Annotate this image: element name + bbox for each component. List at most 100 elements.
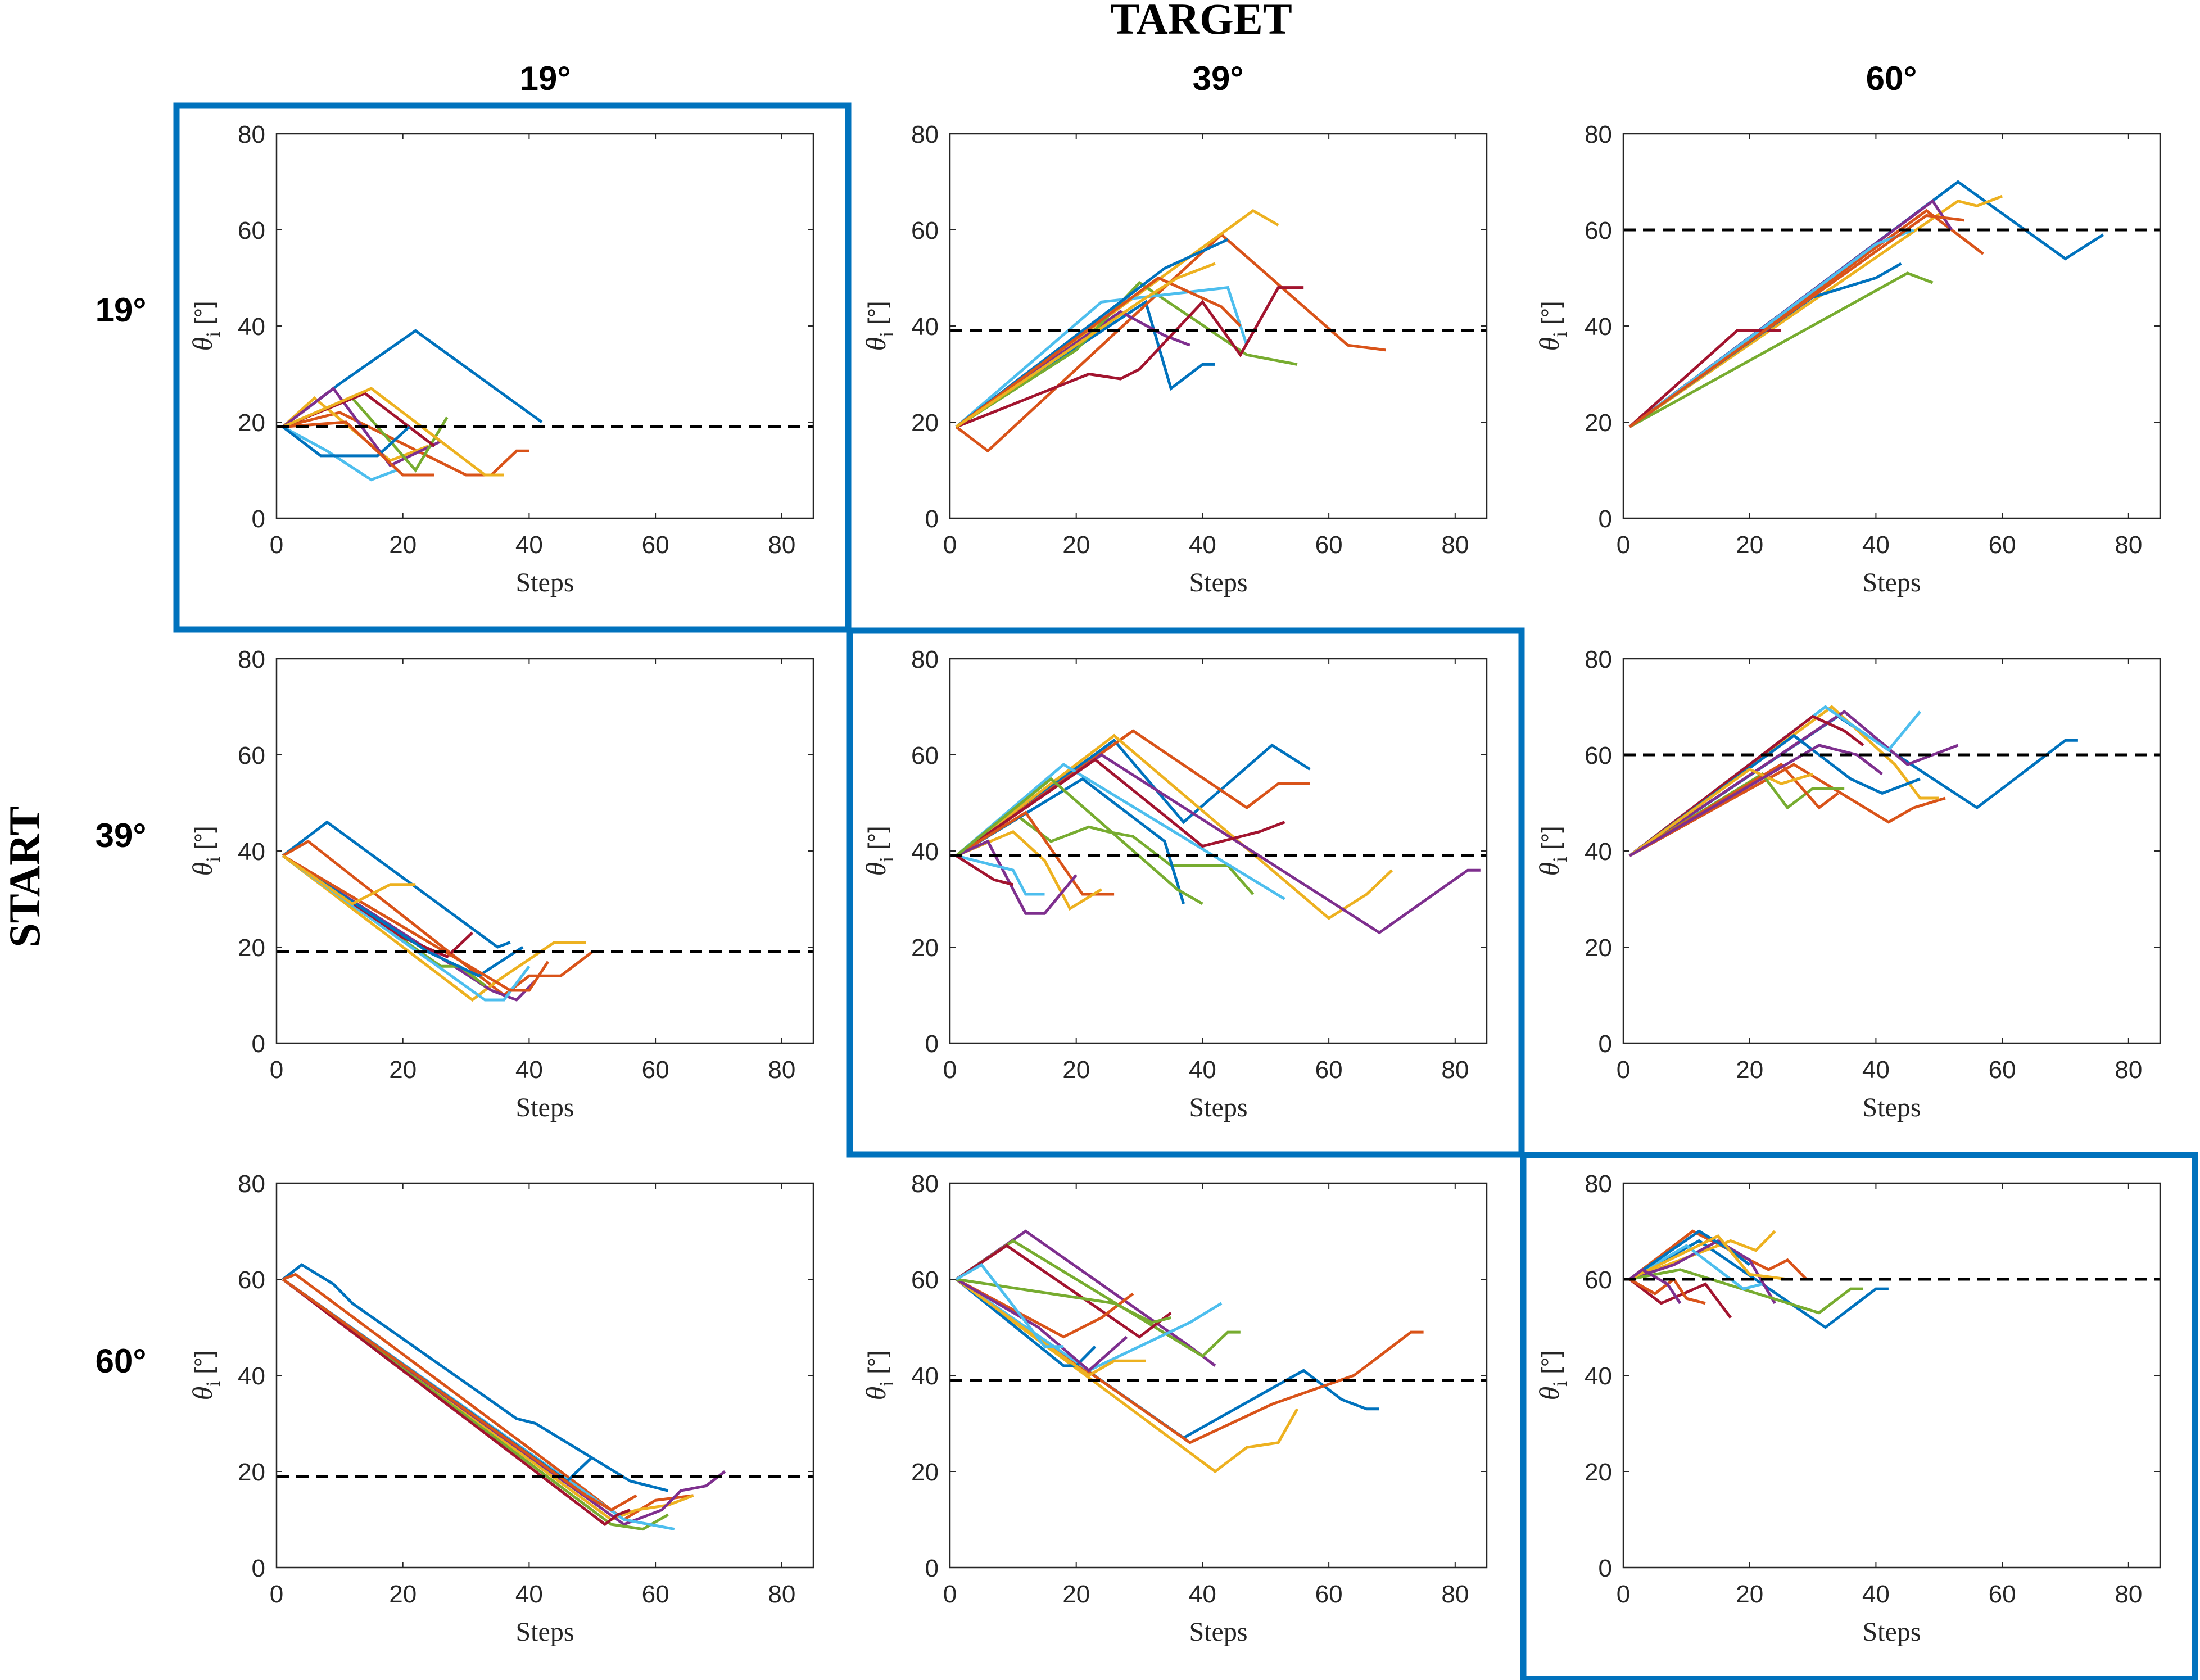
x-tick-label: 80 [2115, 531, 2142, 559]
x-tick-label: 40 [1189, 531, 1216, 559]
series-line-10 [955, 1278, 1146, 1377]
x-tick-label: 20 [389, 1581, 417, 1608]
y-axis-symbol: θ [1533, 337, 1565, 351]
panel-start-39-target-19: 0 20 40 60 80 0 20 40 60 80 Steps θi [°] [187, 646, 814, 1122]
axes-box [1622, 133, 2161, 519]
y-tick-label: 80 [238, 1170, 265, 1198]
y-tick-label: 0 [925, 1030, 939, 1058]
y-tick-label: 20 [1585, 934, 1612, 962]
series-line-14 [955, 854, 1014, 886]
y-tick-label: 80 [911, 646, 939, 673]
y-tick-label: 80 [911, 1170, 939, 1198]
series-line-8 [282, 854, 524, 978]
y-tick-label: 80 [1585, 646, 1612, 673]
axes-box [1622, 1182, 2161, 1569]
x-tick-label: 20 [1062, 1056, 1090, 1084]
series-line-13 [956, 854, 1045, 896]
y-tick-label: 40 [1585, 1362, 1612, 1390]
series-line-9 [282, 854, 550, 992]
y-axis-subscript: i [202, 857, 224, 862]
series-line-10 [955, 262, 1216, 428]
row-label-1: 19° [96, 291, 147, 329]
row-label-3: 60° [96, 1342, 147, 1380]
column-label-3: 60° [1866, 60, 1917, 97]
series-line-11 [1628, 1267, 1682, 1305]
series-line-5 [282, 1278, 669, 1531]
y-tick-label: 40 [911, 1362, 939, 1390]
series-line-2 [1628, 1229, 1808, 1280]
panel-start-60-target-39: 0 20 40 60 80 0 20 40 60 80 Steps θi [°] [860, 1170, 1488, 1647]
x-tick-label: 20 [1062, 1581, 1090, 1608]
y-tick-label: 40 [1585, 838, 1612, 866]
y-axis-subscript: i [1549, 332, 1571, 337]
y-axis-label: θi [°] [860, 301, 898, 351]
y-tick-label: 40 [1585, 313, 1612, 341]
series-line-7 [955, 758, 1285, 857]
x-tick-label: 40 [515, 1056, 543, 1084]
panel-start-60-target-19: 0 20 40 60 80 0 20 40 60 80 Steps θi [°] [187, 1170, 814, 1647]
panel-start-19-target-19: 0 20 40 60 80 0 20 40 60 80 Steps θi [°] [187, 121, 814, 597]
x-axis-label: Steps [515, 1617, 574, 1647]
y-tick-label: 60 [1585, 742, 1612, 769]
series-line-12 [955, 777, 1203, 905]
y-tick-label: 60 [911, 742, 939, 769]
x-tick-label: 60 [1315, 531, 1343, 559]
y-tick-label: 20 [1585, 1459, 1612, 1486]
y-tick-label: 20 [1585, 409, 1612, 437]
x-axis-label: Steps [1189, 1093, 1247, 1122]
x-tick-label: 60 [1989, 1581, 2016, 1608]
x-tick-label: 40 [515, 1581, 543, 1608]
x-tick-label: 0 [943, 1581, 957, 1608]
y-tick-label: 80 [238, 646, 265, 673]
panel-start-60-target-60: 0 20 40 60 80 0 20 40 60 80 Steps θi [°] [1533, 1170, 2161, 1647]
y-tick-label: 60 [238, 1266, 265, 1294]
series-line-13 [955, 1263, 1064, 1348]
y-tick-label: 0 [1599, 505, 1612, 533]
x-tick-label: 80 [1441, 531, 1469, 559]
series-line-11 [956, 839, 1078, 915]
y-tick-label: 40 [911, 313, 939, 341]
series-line-7 [956, 286, 1304, 428]
series-line-3 [1628, 194, 2003, 428]
y-axis-symbol: θ [860, 1387, 891, 1401]
y-tick-label: 0 [252, 1030, 265, 1058]
x-tick-label: 0 [270, 1056, 283, 1084]
y-tick-label: 0 [925, 505, 939, 533]
y-tick-label: 60 [911, 1266, 939, 1294]
x-tick-label: 0 [270, 531, 283, 559]
panel-start-39-target-60: 0 20 40 60 80 0 20 40 60 80 Steps θi [°] [1533, 646, 2161, 1122]
x-tick-label: 80 [2115, 1581, 2142, 1608]
x-axis-label: Steps [1862, 1093, 1921, 1122]
y-axis-label: θi [°] [1533, 826, 1571, 876]
x-tick-label: 0 [1617, 1056, 1630, 1084]
y-tick-label: 40 [238, 1362, 265, 1390]
x-tick-label: 60 [1315, 1581, 1343, 1608]
series-line-6 [955, 1278, 1223, 1373]
y-axis-unit: [°] [1537, 301, 1564, 332]
series-line-1 [1628, 1239, 1889, 1329]
start-title: START [0, 806, 49, 948]
series-line-5 [1628, 271, 1934, 428]
series-line-6 [282, 425, 397, 482]
series-line-10 [282, 854, 416, 905]
y-tick-label: 20 [911, 934, 939, 962]
series-line-5 [1629, 1268, 1863, 1315]
x-tick-label: 0 [1617, 531, 1630, 559]
column-label-1: 19° [520, 60, 571, 97]
x-tick-label: 40 [1862, 531, 1890, 559]
axes-box [949, 658, 1488, 1044]
series-line-9 [1628, 214, 1965, 428]
y-tick-label: 60 [1585, 217, 1612, 244]
series-line-1 [282, 1263, 669, 1492]
y-axis-subscript: i [1549, 1381, 1571, 1387]
y-axis-symbol: θ [187, 1387, 218, 1401]
y-axis-label: θi [°] [187, 301, 224, 351]
highlight-box-19 [173, 102, 852, 633]
axes-box [275, 658, 814, 1044]
y-axis-unit: [°] [863, 1351, 891, 1381]
x-tick-label: 20 [1736, 1056, 1763, 1084]
series-line-3 [955, 1278, 1299, 1474]
y-tick-label: 60 [238, 217, 265, 244]
series-line-6 [282, 854, 531, 1002]
series-line-9 [283, 420, 434, 477]
